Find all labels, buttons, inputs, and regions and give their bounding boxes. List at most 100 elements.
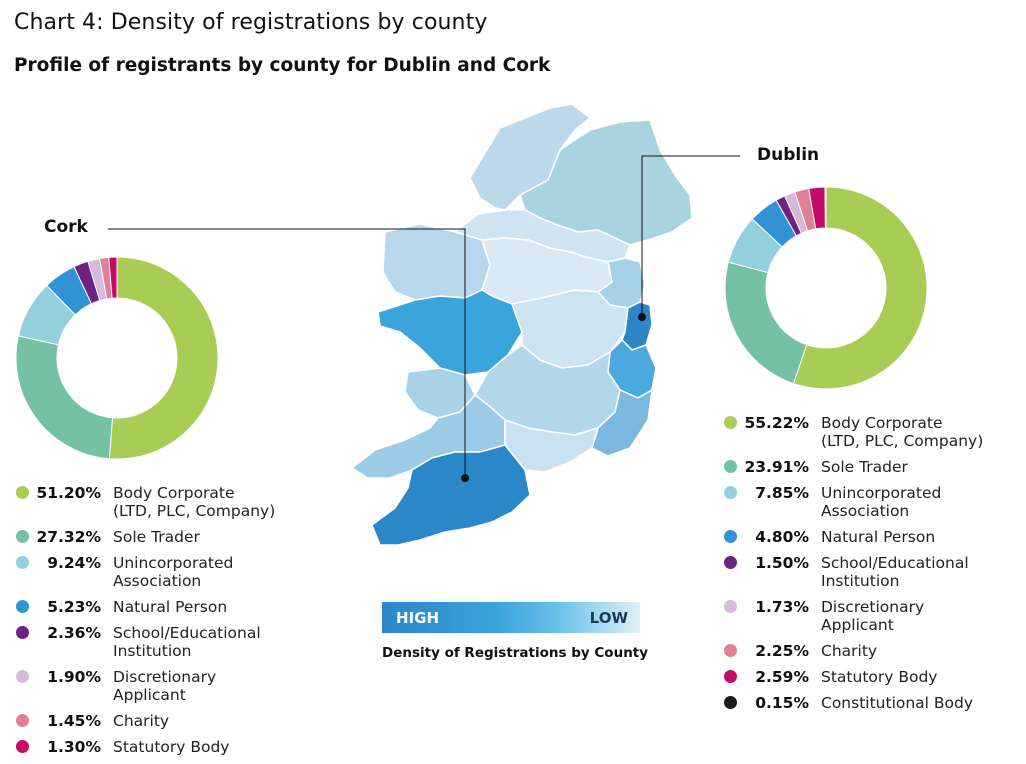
chart-subtitle: Profile of registrants by county for Dub… xyxy=(14,55,551,76)
legend-category-line: Institution xyxy=(113,642,192,660)
legend-category: Discretionary Applicant xyxy=(821,598,1001,634)
dublin-donut-slice xyxy=(792,186,928,390)
legend-swatch xyxy=(16,740,29,753)
dublin-callout-line xyxy=(641,155,740,317)
legend-percentage: 1.45% xyxy=(47,712,101,730)
legend-category-line: Statutory Body xyxy=(113,738,230,756)
legend-item: 9.24% Unincorporated Association xyxy=(16,554,293,590)
scale-high-label: HIGH xyxy=(396,608,440,627)
legend-category-line: Discretionary Applicant xyxy=(113,668,217,704)
legend-item: 23.91% Sole Trader xyxy=(724,458,1001,476)
legend-category: Sole Trader xyxy=(821,458,908,476)
legend-category-line: Body Corporate xyxy=(113,484,235,502)
legend-swatch xyxy=(16,530,29,543)
dublin-legend: 55.22% Body Corporate (LTD, PLC, Company) 2… xyxy=(724,414,1001,720)
chart-title: Chart 4: Density of registrations by cou… xyxy=(14,10,488,35)
legend-category: Body Corporate (LTD, PLC, Company) xyxy=(113,484,275,520)
legend-percentage: 1.73% xyxy=(755,598,809,616)
ireland-map xyxy=(351,103,693,546)
legend-percentage: 7.85% xyxy=(755,484,809,502)
legend-percentage: 51.20% xyxy=(36,484,101,502)
cork-donut-slice xyxy=(15,335,114,460)
legend-category: Discretionary Applicant xyxy=(113,668,293,704)
cork-donut-slice xyxy=(108,256,219,460)
cork-donut-slice xyxy=(108,256,118,299)
legend-swatch xyxy=(724,530,737,543)
legend-category: Unincorporated Association xyxy=(821,484,941,520)
legend-swatch xyxy=(16,670,29,683)
legend-category-line: Unincorporated xyxy=(113,554,234,572)
legend-swatch xyxy=(16,714,29,727)
legend-percentage: 2.59% xyxy=(755,668,809,686)
legend-percentage: 0.15% xyxy=(755,694,809,712)
dublin-donut-slice xyxy=(724,261,808,385)
cork-label: Cork xyxy=(44,217,88,237)
legend-percentage: 23.91% xyxy=(744,458,809,476)
legend-category-line: Charity xyxy=(821,642,878,660)
legend-category-line: Association xyxy=(113,572,202,590)
cork-callout-dot xyxy=(461,474,469,482)
cork-legend: 51.20% Body Corporate (LTD, PLC, Company) 2… xyxy=(16,484,293,764)
dublin-callout-dot xyxy=(638,313,646,321)
cork-donut-chart xyxy=(15,256,219,460)
legend-percentage: 55.22% xyxy=(744,414,809,432)
legend-item: 0.15% Constitutional Body xyxy=(724,694,1001,712)
legend-item: 7.85% Unincorporated Association xyxy=(724,484,1001,520)
legend-percentage: 1.90% xyxy=(47,668,101,686)
legend-category-line: Charity xyxy=(113,712,170,730)
legend-category-line: Statutory Body xyxy=(821,668,938,686)
legend-category-line: Sole Trader xyxy=(821,458,908,476)
legend-percentage: 1.50% xyxy=(755,554,809,572)
legend-item: 1.73% Discretionary Applicant xyxy=(724,598,1001,634)
legend-category-line: Sole Trader xyxy=(113,528,200,546)
legend-swatch xyxy=(724,644,737,657)
legend-category-line: Association xyxy=(821,502,910,520)
legend-item: 5.23% Natural Person xyxy=(16,598,293,616)
callout-lines xyxy=(108,155,740,482)
legend-category: School/Educational Institution xyxy=(821,554,969,590)
legend-swatch xyxy=(16,486,29,499)
legend-category-line: Discretionary Applicant xyxy=(821,598,925,634)
legend-swatch xyxy=(724,696,737,709)
legend-percentage: 2.36% xyxy=(47,624,101,642)
legend-swatch xyxy=(724,486,737,499)
legend-swatch xyxy=(16,600,29,613)
legend-percentage: 5.23% xyxy=(47,598,101,616)
legend-swatch xyxy=(16,556,29,569)
legend-swatch xyxy=(724,670,737,683)
cork-callout-line xyxy=(108,228,466,478)
legend-percentage: 4.80% xyxy=(755,528,809,546)
legend-category-line: (LTD, PLC, Company) xyxy=(113,502,276,520)
legend-percentage: 2.25% xyxy=(755,642,809,660)
legend-category-line: Institution xyxy=(821,572,900,590)
legend-swatch xyxy=(724,556,737,569)
legend-item: 4.80% Natural Person xyxy=(724,528,1001,546)
legend-swatch xyxy=(724,600,737,613)
legend-item: 2.25% Charity xyxy=(724,642,1001,660)
legend-category-line: Natural Person xyxy=(113,598,228,616)
legend-category: Charity xyxy=(821,642,877,660)
dublin-donut-chart xyxy=(724,186,928,390)
legend-category: Body Corporate (LTD, PLC, Company) xyxy=(821,414,983,450)
map-region-donegal xyxy=(469,103,591,211)
legend-swatch xyxy=(16,626,29,639)
legend-item: 27.32% Sole Trader xyxy=(16,528,293,546)
legend-category: School/Educational Institution xyxy=(113,624,261,660)
legend-item: 1.50% School/Educational Institution xyxy=(724,554,1001,590)
map-region-galway xyxy=(377,289,523,376)
map-region-waterford xyxy=(504,419,599,473)
dublin-label: Dublin xyxy=(757,145,820,165)
legend-percentage: 9.24% xyxy=(47,554,101,572)
map-region-wexford xyxy=(591,389,653,457)
density-scale-caption: Density of Registrations by County xyxy=(382,645,649,661)
legend-category-line: Body Corporate xyxy=(821,414,943,432)
map-region-cork xyxy=(371,444,531,546)
legend-category-line: School/Educational xyxy=(821,554,969,572)
legend-category-line: Natural Person xyxy=(821,528,936,546)
legend-category: Statutory Body xyxy=(821,668,937,686)
legend-item: 1.90% Discretionary Applicant xyxy=(16,668,293,704)
legend-swatch xyxy=(724,460,737,473)
legend-category-line: Constitutional Body xyxy=(821,694,974,712)
legend-item: 2.59% Statutory Body xyxy=(724,668,1001,686)
